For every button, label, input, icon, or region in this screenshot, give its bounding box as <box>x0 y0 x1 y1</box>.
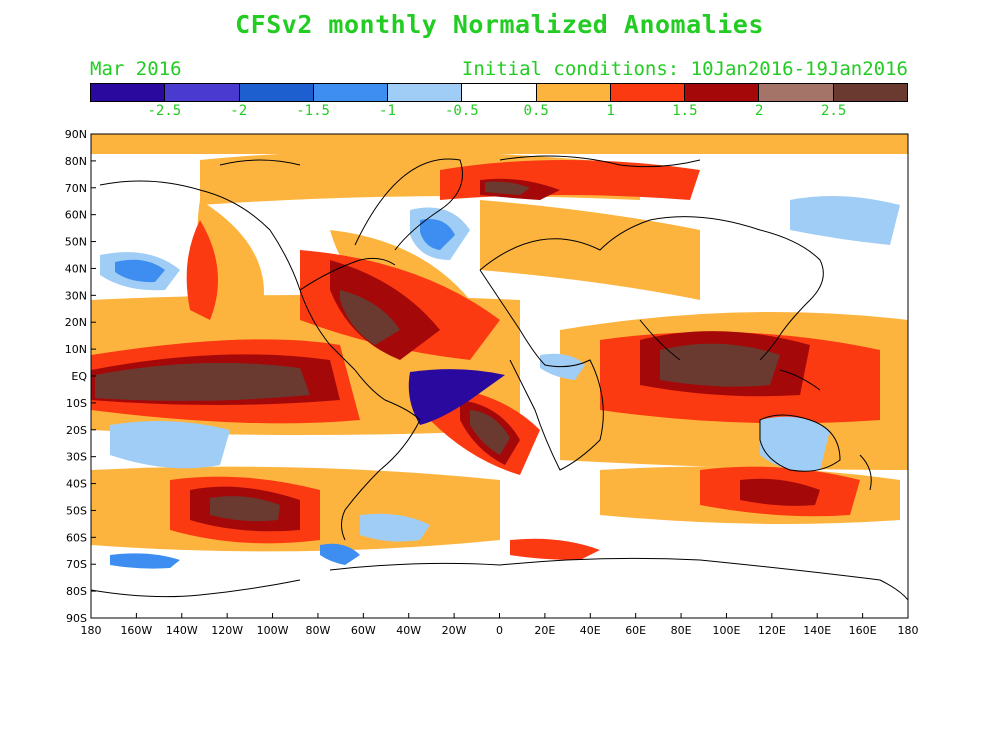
longitude-label: 80W <box>306 624 331 637</box>
colorbar-segment <box>833 84 907 101</box>
longitude-label: 180 <box>898 624 919 637</box>
colorbar-segment <box>239 84 314 101</box>
longitude-label: 40W <box>396 624 421 637</box>
latitude-label: 70S <box>66 558 87 571</box>
latitude-label: 60S <box>66 531 87 544</box>
initial-conditions: Initial conditions: 10Jan2016-19Jan2016 <box>461 58 908 80</box>
longitude-label: 80E <box>671 624 692 637</box>
longitude-label: 160W <box>120 624 152 637</box>
latitude-label: 40S <box>66 478 87 491</box>
colorbar-tick-label: -2.5 <box>147 103 182 119</box>
longitude-label: 40E <box>580 624 601 637</box>
latitude-label: 80N <box>65 155 87 168</box>
map-title: CFSv2 monthly Normalized Anomalies <box>235 10 764 39</box>
latitude-label: 40N <box>65 262 87 275</box>
colorbar-tick-label: -1 <box>379 103 396 119</box>
latitude-label: 70N <box>65 182 87 195</box>
latitude-label: 20N <box>65 316 87 329</box>
longitude-label: 20W <box>442 624 467 637</box>
colorbar-tick-label: -1.5 <box>296 103 330 119</box>
longitude-label: 140W <box>166 624 198 637</box>
latitude-label: 10S <box>66 397 87 410</box>
latitude-label: 60N <box>65 209 87 222</box>
colorbar-tick-labels: -2.5 -2 -1.5 -1 -0.5 0.5 1 1.5 2 2.5 <box>90 103 908 123</box>
longitude-label: 60W <box>351 624 376 637</box>
longitude-label: 160E <box>849 624 877 637</box>
longitude-label: 140E <box>803 624 831 637</box>
longitude-labels: 180 160W 140W 120W 100W 80W 60W 40W 20W 0 20E 40E 60… <box>81 624 919 637</box>
latitude-label: 20S <box>66 424 87 437</box>
colorbar-tick-label: 1.5 <box>672 103 698 119</box>
latitude-label: 50S <box>66 504 87 517</box>
latitude-label: 30N <box>65 289 87 302</box>
colorbar-tick-label: 1 <box>606 103 615 119</box>
colorbar <box>90 83 908 102</box>
colorbar-segment <box>91 84 166 101</box>
longitude-label: 60E <box>625 624 646 637</box>
colorbar-tick-label: 0.5 <box>523 103 549 119</box>
colorbar-tick-label: 2.5 <box>820 103 847 119</box>
forecast-month: Mar 2016 <box>90 58 182 80</box>
colorbar-segment <box>313 84 389 101</box>
coastlines <box>91 155 908 601</box>
colorbar-segment <box>536 84 611 101</box>
longitude-label: 20E <box>534 624 555 637</box>
longitude-label: 100W <box>257 624 289 637</box>
colorbar-tick-label: 2 <box>755 103 764 119</box>
latitude-label: 30S <box>66 451 87 464</box>
axis-ticks <box>90 133 909 619</box>
latitude-label: 10N <box>65 343 87 356</box>
colorbar-tick-label: -2 <box>230 103 248 119</box>
latitude-label: 80S <box>66 585 87 598</box>
colorbar-segment <box>165 84 240 101</box>
latitude-label: 90N <box>65 128 87 141</box>
latitude-label: 50N <box>65 236 87 249</box>
colorbar-tick-label: -0.5 <box>444 103 479 119</box>
latitude-label: 90S <box>66 612 87 625</box>
longitude-label: 120W <box>211 624 243 637</box>
colorbar-segment <box>685 84 760 101</box>
longitude-label: 120E <box>758 624 786 637</box>
colorbar-segment <box>388 84 463 101</box>
colorbar-segment <box>759 84 834 101</box>
longitude-label: 100E <box>712 624 740 637</box>
colorbar-segment <box>610 84 686 101</box>
latitude-label: EQ <box>71 370 87 383</box>
longitude-label: 180 <box>81 624 102 637</box>
anomaly-field <box>91 134 908 618</box>
colorbar-segment <box>462 84 537 101</box>
longitude-label: 0 <box>496 624 503 637</box>
latitude-labels: 90N 80N 70N 60N 50N 40N 30N 20N 10N EQ 10S 20S 30S 40… <box>65 128 88 625</box>
